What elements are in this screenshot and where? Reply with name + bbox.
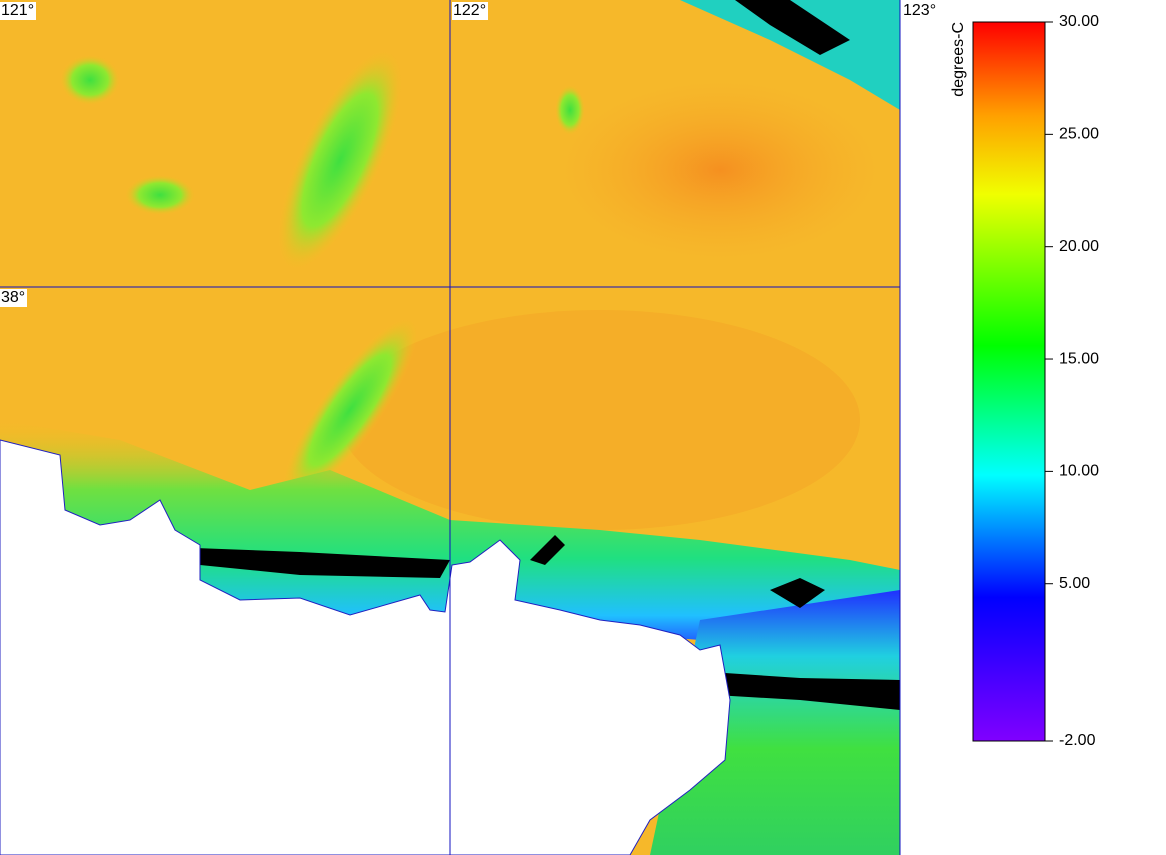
- colorbar-tick-label: 20.00: [1059, 238, 1099, 255]
- colorbar-tick-label: 5.00: [1059, 575, 1090, 592]
- longitude-label: 123°: [902, 2, 939, 20]
- latitude-label: 38°: [0, 289, 28, 307]
- colorbar-title: degrees-C: [950, 22, 967, 97]
- longitude-label: 121°: [0, 2, 37, 20]
- longitude-label: 122°: [452, 2, 489, 20]
- colorbar-tick-label: 30.00: [1059, 13, 1099, 30]
- sst-image: [0, 0, 901, 855]
- colorbar-tick-label: -2.00: [1059, 732, 1096, 749]
- colorbar-tick-label: 15.00: [1059, 350, 1099, 367]
- colorbar: [972, 21, 1046, 742]
- colorbar-tick-label: 25.00: [1059, 126, 1099, 143]
- colorbar-tick-label: 10.00: [1059, 463, 1099, 480]
